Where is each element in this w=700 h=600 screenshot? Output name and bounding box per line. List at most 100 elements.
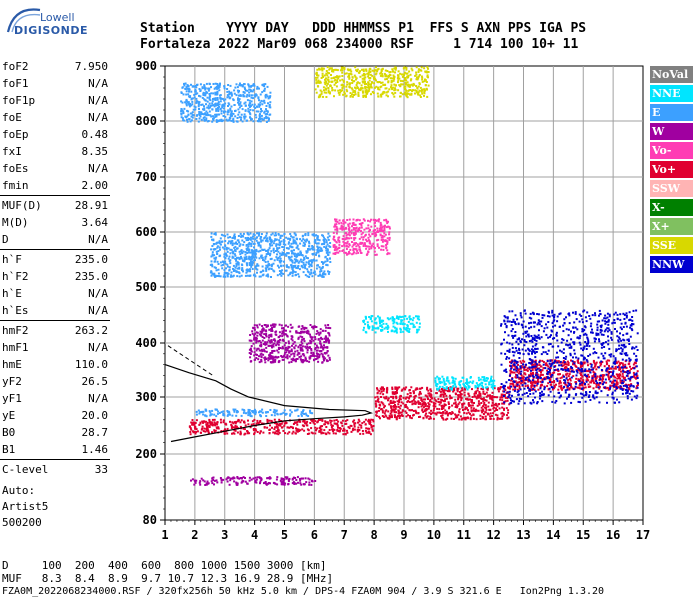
scatter-point (374, 402, 377, 405)
scatter-point (440, 414, 443, 417)
scatter-point (518, 352, 521, 354)
scatter-point (568, 312, 571, 315)
scatter-point (247, 257, 250, 260)
scatter-point (482, 413, 485, 415)
scatter-point (256, 268, 259, 271)
scatter-point (340, 421, 343, 424)
scatter-point (596, 391, 599, 394)
scatter-point (568, 373, 571, 376)
scatter-point (621, 372, 624, 375)
scatter-point (589, 353, 592, 356)
param-row: foF1p N/A (2, 92, 108, 109)
scatter-point (614, 357, 617, 360)
scatter-point (629, 358, 632, 361)
scatter-point (201, 425, 204, 428)
scatter-point (258, 432, 261, 435)
scatter-point (578, 337, 580, 340)
scatter-point (279, 270, 282, 273)
scatter-point (578, 380, 581, 382)
scatter-point (294, 432, 297, 435)
scatter-point (284, 351, 287, 354)
scatter-point (479, 383, 481, 386)
scatter-point (310, 349, 313, 352)
scatter-point (270, 361, 273, 364)
scatter-point (569, 354, 572, 357)
scatter-point (489, 415, 492, 418)
scatter-point (282, 338, 285, 341)
scatter-point (299, 250, 302, 253)
scatter-point (263, 426, 266, 429)
scatter-point (308, 273, 311, 276)
scatter-point (441, 375, 444, 378)
scatter-point (577, 362, 580, 364)
scatter-point (441, 416, 444, 419)
scatter-point (320, 270, 323, 272)
scatter-point (411, 403, 414, 406)
scatter-point (570, 401, 573, 404)
scatter-point (379, 387, 382, 390)
scatter-point (466, 388, 469, 391)
scatter-point (481, 376, 484, 379)
scatter-point (320, 346, 322, 349)
scatter-point (514, 376, 517, 379)
scatter-point (469, 380, 472, 383)
scatter-point (628, 311, 631, 314)
scatter-point (561, 365, 564, 367)
param-row: yE 20.0 (2, 407, 108, 424)
scatter-point (288, 342, 290, 345)
scatter-point (593, 362, 596, 365)
scatter-point (274, 323, 277, 326)
scatter-point (313, 326, 316, 329)
scatter-point (530, 373, 533, 376)
scatter-point (233, 410, 236, 413)
scatter-point (576, 359, 579, 362)
scatter-point (388, 252, 391, 255)
scatter-point (383, 327, 386, 330)
x-tick-label: 7 (341, 528, 348, 542)
scatter-point (526, 384, 529, 387)
scatter-point (205, 409, 208, 412)
scatter-point (299, 349, 302, 352)
scatter-point (367, 420, 370, 423)
scatter-point (249, 260, 252, 263)
scatter-point (202, 430, 205, 433)
scatter-point (253, 358, 256, 361)
scatter-point (325, 326, 328, 329)
scatter-point (299, 358, 302, 361)
scatter-point (410, 417, 413, 420)
scatter-point (320, 336, 323, 339)
scatter-point (553, 385, 556, 388)
scatter-point (390, 405, 393, 408)
scatter-point (288, 355, 291, 358)
scatter-point (591, 331, 593, 334)
scatter-point (615, 362, 618, 365)
scatter-point (404, 404, 407, 407)
scatter-point (281, 269, 284, 272)
scatter-point (453, 380, 456, 383)
scatter-point (600, 324, 603, 327)
scatter-point (575, 370, 578, 372)
scatter-point (441, 389, 444, 392)
scatter-point (382, 389, 385, 392)
scatter-point (371, 418, 374, 421)
scatter-point (270, 257, 273, 260)
scatter-point (297, 428, 300, 431)
scatter-point (465, 412, 468, 415)
scatter-point (624, 379, 627, 382)
scatter-point (612, 355, 615, 358)
scatter-point (377, 397, 380, 400)
scatter-point (295, 331, 298, 334)
scatter-point (540, 325, 543, 328)
scatter-point (330, 423, 333, 426)
scatter-point (293, 249, 295, 252)
scatter-point (567, 382, 570, 385)
scatter-point (478, 391, 481, 393)
scatter-point (496, 414, 499, 417)
scatter-point (217, 427, 220, 430)
scatter-point (603, 374, 606, 377)
scatter-point (524, 377, 527, 380)
scatter-point (438, 385, 441, 388)
scatter-point (535, 384, 538, 387)
scatter-point (232, 250, 235, 253)
scatter-point (553, 381, 556, 384)
